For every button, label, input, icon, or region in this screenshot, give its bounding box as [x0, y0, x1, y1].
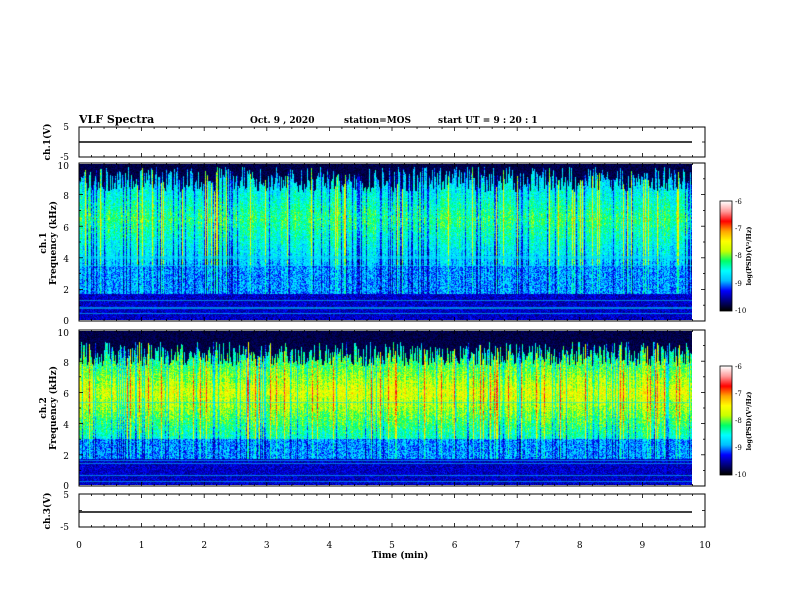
ch1-voltage-ylabel: ch.1(V) — [42, 124, 53, 161]
xtick-4: 4 — [327, 541, 333, 551]
ch1-spectrogram-image — [79, 164, 692, 320]
ch1-spec-ytick-4: 4 — [63, 255, 69, 265]
ch1-spec-ytick-6: 6 — [63, 224, 69, 234]
ch1-spec-ylabel-frequency: Frequency (kHz) — [48, 201, 59, 285]
ch1-colorbar-frame — [719, 200, 733, 312]
ch2-spec-ytick-8: 8 — [63, 359, 69, 369]
ch2-spec-ylabel-channel: ch.2 — [39, 397, 49, 418]
ch1-colorbar-label: log(PSD)(V²/Hz) — [745, 227, 753, 286]
xtick-6: 6 — [452, 541, 458, 551]
date-label: Oct. 9 , 2020 — [250, 116, 314, 126]
ch1-spec-ytick-10: 10 — [58, 162, 70, 172]
xtick-1: 1 — [139, 541, 145, 551]
ch1-ytick-5: 5 — [63, 123, 69, 133]
ch2-spec-ytick-0: 0 — [63, 482, 69, 492]
ch1-spec-ytick-2: 2 — [63, 286, 69, 296]
ch2-cb-tick-m10: -10 — [735, 471, 746, 479]
ch2-colorbar — [720, 366, 732, 475]
ch1-cb-tick-m8: -8 — [735, 252, 742, 260]
ch1-spec-ytick-8: 8 — [63, 192, 69, 202]
ch1-ytick-minus5: -5 — [60, 153, 69, 163]
ch2-spec-ytick-10: 10 — [58, 329, 70, 339]
xtick-7: 7 — [514, 541, 520, 551]
figure-title: VLF Spectra — [78, 113, 154, 126]
x-axis-label: Time (min) — [372, 550, 429, 561]
ch2-colorbar-label: log(PSD)(V²/Hz) — [745, 392, 753, 451]
ch2-cb-tick-m8: -8 — [735, 417, 742, 425]
ch1-spec-ytick-0: 0 — [63, 317, 69, 327]
xtick-3: 3 — [264, 541, 270, 551]
ch2-cb-tick-m6: -6 — [735, 363, 742, 371]
ch2-colorbar-frame — [719, 365, 733, 476]
start-time-label: start UT = 9 : 20 : 1 — [438, 116, 538, 126]
ch1-colorbar — [720, 201, 732, 311]
ch3-ytick-5: 5 — [63, 491, 69, 501]
axis-tick-marks — [78, 126, 706, 528]
xtick-2: 2 — [201, 541, 207, 551]
ch2-spec-ytick-2: 2 — [63, 452, 69, 462]
xtick-0: 0 — [76, 541, 82, 551]
station-label: station=MOS — [344, 116, 411, 126]
xtick-5: 5 — [389, 541, 395, 551]
ch1-cb-tick-m9: -9 — [735, 280, 742, 288]
ch1-cb-tick-m10: -10 — [735, 307, 746, 315]
xtick-10: 10 — [699, 541, 711, 551]
ch1-spec-ylabel-channel: ch.1 — [39, 232, 49, 253]
ch2-cb-tick-m9: -9 — [735, 444, 742, 452]
ch2-cb-tick-m7: -7 — [735, 390, 742, 398]
ch2-spec-ytick-4: 4 — [63, 421, 69, 431]
ch2-spectrogram-image — [79, 331, 692, 485]
ch3-voltage-ylabel: ch.3(V) — [42, 493, 53, 530]
xtick-8: 8 — [577, 541, 583, 551]
ch2-spec-ylabel-frequency: Frequency (kHz) — [48, 366, 59, 450]
ch3-voltage-panel-frame — [78, 493, 706, 528]
xtick-9: 9 — [640, 541, 646, 551]
ch1-cb-tick-m7: -7 — [735, 225, 742, 233]
ch1-cb-tick-m6: -6 — [735, 198, 742, 206]
ch2-spec-ytick-6: 6 — [63, 390, 69, 400]
ch3-ytick-minus5: -5 — [60, 523, 69, 533]
